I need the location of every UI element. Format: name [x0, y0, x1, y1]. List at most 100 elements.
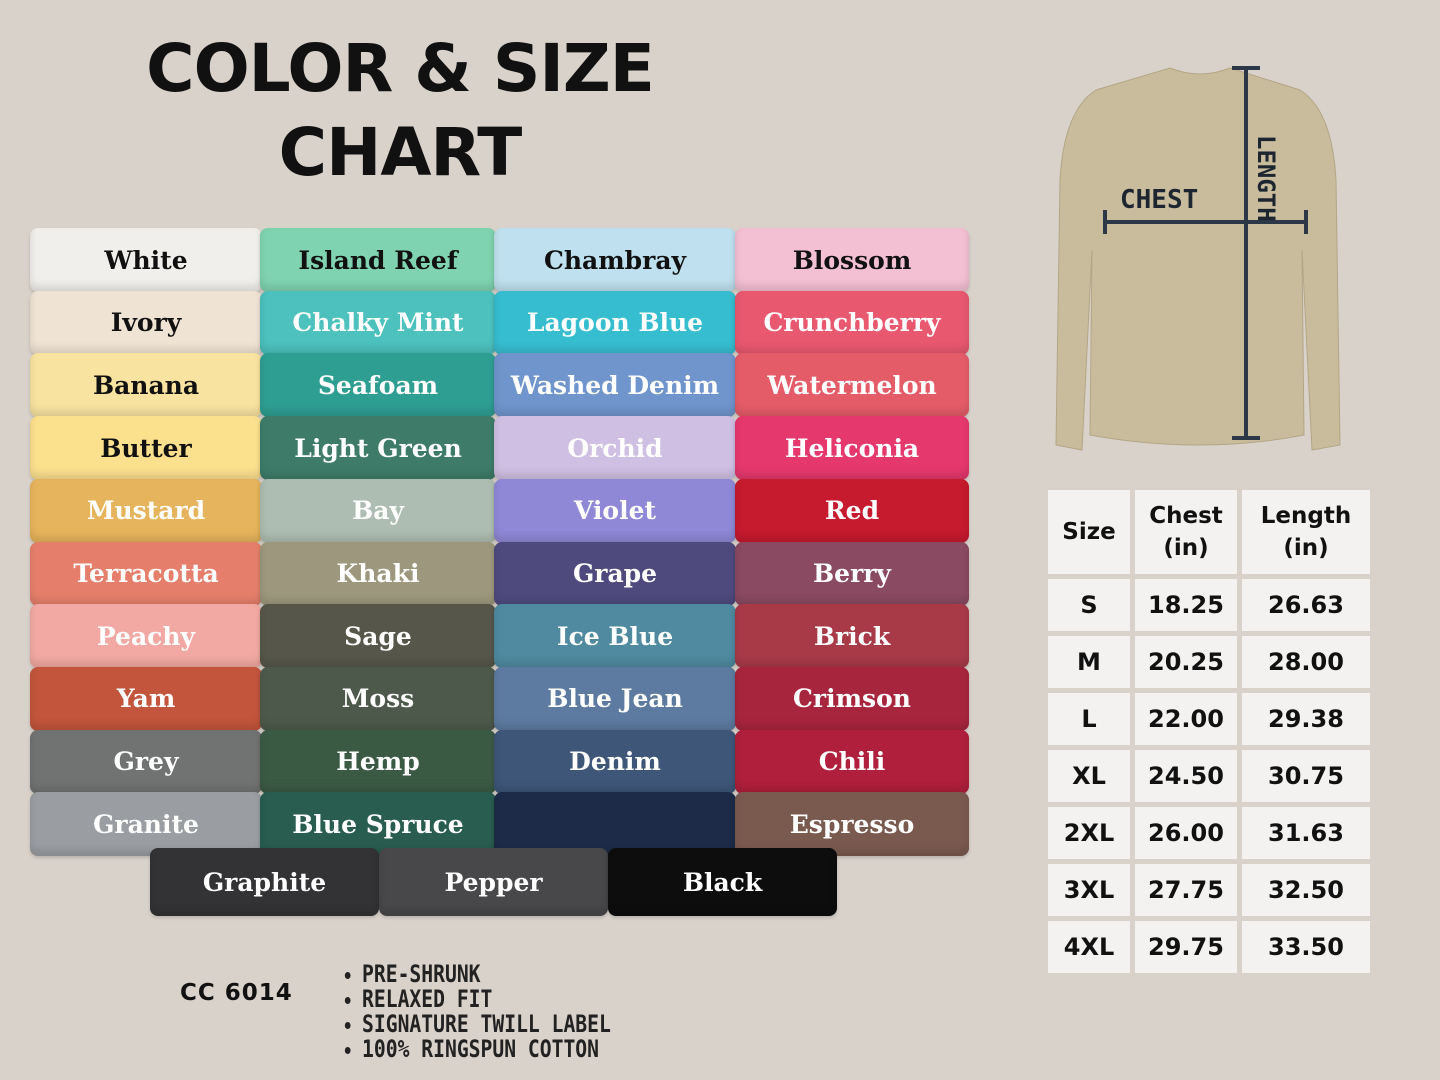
color-name: Orchid: [567, 433, 663, 463]
color-swatch: Chili: [735, 729, 969, 794]
table-cell: XL: [1048, 750, 1130, 802]
color-swatch: Chambray: [494, 228, 736, 292]
color-swatch: Khaki: [260, 541, 496, 606]
color-name: Crimson: [793, 684, 911, 714]
color-name: Moss: [341, 684, 415, 714]
color-swatch: Blue Spruce: [260, 792, 496, 857]
color-swatch: Terracotta: [30, 541, 262, 606]
color-swatch: Hemp: [260, 729, 496, 794]
color-swatch: Moss: [260, 666, 496, 731]
table-header: Size: [1048, 490, 1130, 574]
color-name: White: [104, 245, 188, 275]
table-cell: L: [1048, 693, 1130, 745]
feature-item: RELAXED FIT: [362, 987, 611, 1012]
table-cell: 33.50: [1242, 921, 1370, 973]
color-name: Brick: [813, 621, 891, 651]
color-name: Black: [682, 867, 763, 897]
shirt-diagram: CHEST LENGTH: [1055, 66, 1341, 451]
color-name: Chalky Mint: [292, 308, 464, 338]
table-cell: 18.25: [1135, 579, 1237, 631]
shirt-icon: [1055, 67, 1341, 451]
color-swatch: Berry: [735, 541, 969, 606]
color-name: Blue Spruce: [292, 809, 464, 839]
color-swatch: Graphite: [150, 848, 379, 916]
feature-item: 100% RINGSPUN COTTON: [362, 1037, 611, 1062]
table-cell: 26.00: [1135, 807, 1237, 859]
table-cell: 32.50: [1242, 864, 1370, 916]
table-cell: 22.00: [1135, 693, 1237, 745]
table-cell: 20.25: [1135, 636, 1237, 688]
color-name: Heliconia: [784, 433, 920, 463]
color-swatch: Peachy: [30, 604, 262, 669]
color-swatch: Sage: [260, 604, 496, 669]
title-line-1: COLOR & SIZE: [146, 30, 655, 107]
color-name: Terracotta: [73, 559, 219, 588]
title-line-2: CHART: [278, 114, 523, 191]
table-cell: 30.75: [1242, 750, 1370, 802]
color-swatch: Island Reef: [260, 228, 496, 292]
color-swatch: Butter: [30, 416, 262, 481]
color-swatch: Yam: [30, 666, 262, 731]
color-name: Grey: [113, 747, 179, 777]
table-cell: S: [1048, 579, 1130, 631]
color-name: Chambray: [543, 245, 687, 275]
color-name: Pepper: [444, 867, 543, 897]
table-cell: 29.75: [1135, 921, 1237, 973]
color-swatch: Grape: [494, 541, 736, 606]
size-table: Size Chest (in) Length (in) S 18.25 26.63 M 20.…: [1048, 490, 1370, 973]
color-name: Blue Jean: [547, 684, 683, 714]
color-name: Crunchberry: [763, 308, 941, 338]
color-name: Ivory: [110, 308, 182, 338]
color-name: Red: [824, 496, 880, 526]
color-name: Bay: [352, 496, 404, 526]
color-swatch: Washed Denim: [494, 353, 736, 418]
table-cell: 4XL: [1048, 921, 1130, 973]
color-name: Peachy: [96, 621, 196, 651]
color-name: Mustard: [86, 496, 206, 526]
chest-label: CHEST: [1120, 185, 1198, 215]
color-swatch: Light Green: [260, 416, 496, 481]
length-label: LENGTH: [1252, 135, 1280, 222]
color-swatch: Blossom: [735, 228, 969, 292]
color-swatch: Mustard: [30, 478, 262, 543]
color-swatch: Watermelon: [735, 353, 969, 418]
color-name: Grape: [572, 559, 658, 588]
table-cell: 2XL: [1048, 807, 1130, 859]
color-swatch: Banana: [30, 353, 262, 418]
color-swatch: Crimson: [735, 666, 969, 731]
table-cell: 29.38: [1242, 693, 1370, 745]
color-swatch: Heliconia: [735, 416, 969, 481]
color-swatch: Denim: [494, 729, 736, 794]
color-swatch: Red: [735, 478, 969, 543]
color-name: Khaki: [336, 559, 420, 588]
color-swatch: Ivory: [30, 290, 262, 355]
color-swatch: Blue Jean: [494, 666, 736, 731]
color-swatch: Black: [608, 848, 837, 916]
color-name: Hemp: [336, 747, 420, 777]
color-swatch: Chalky Mint: [260, 290, 496, 355]
color-swatch: Brick: [735, 604, 969, 669]
color-swatch: Grey: [30, 729, 262, 794]
color-swatch: Violet: [494, 478, 736, 543]
color-name: Light Green: [294, 433, 462, 463]
color-name: Ice Blue: [556, 621, 674, 651]
color-name: Washed Denim: [510, 370, 720, 400]
table-header: Length (in): [1242, 490, 1370, 574]
color-swatch: White: [30, 228, 262, 292]
table-cell: 26.63: [1242, 579, 1370, 631]
color-name: Watermelon: [767, 370, 937, 400]
color-name: Seafoam: [317, 370, 439, 400]
color-name: Granite: [93, 809, 199, 839]
feature-list: PRE-SHRUNK RELAXED FIT SIGNATURE TWILL L…: [344, 962, 611, 1062]
color-name: Espresso: [789, 809, 915, 839]
color-swatch: Espresso: [735, 792, 969, 857]
color-name: Blossom: [792, 245, 912, 275]
table-cell: 31.63: [1242, 807, 1370, 859]
color-name: Island Reef: [298, 245, 458, 275]
color-swatch: Ice Blue: [494, 604, 736, 669]
color-name: Banana: [92, 370, 200, 400]
color-name: Violet: [573, 496, 657, 526]
color-name: Lagoon Blue: [526, 308, 704, 338]
color-swatch: [494, 792, 736, 857]
table-header: Chest (in): [1135, 490, 1237, 574]
